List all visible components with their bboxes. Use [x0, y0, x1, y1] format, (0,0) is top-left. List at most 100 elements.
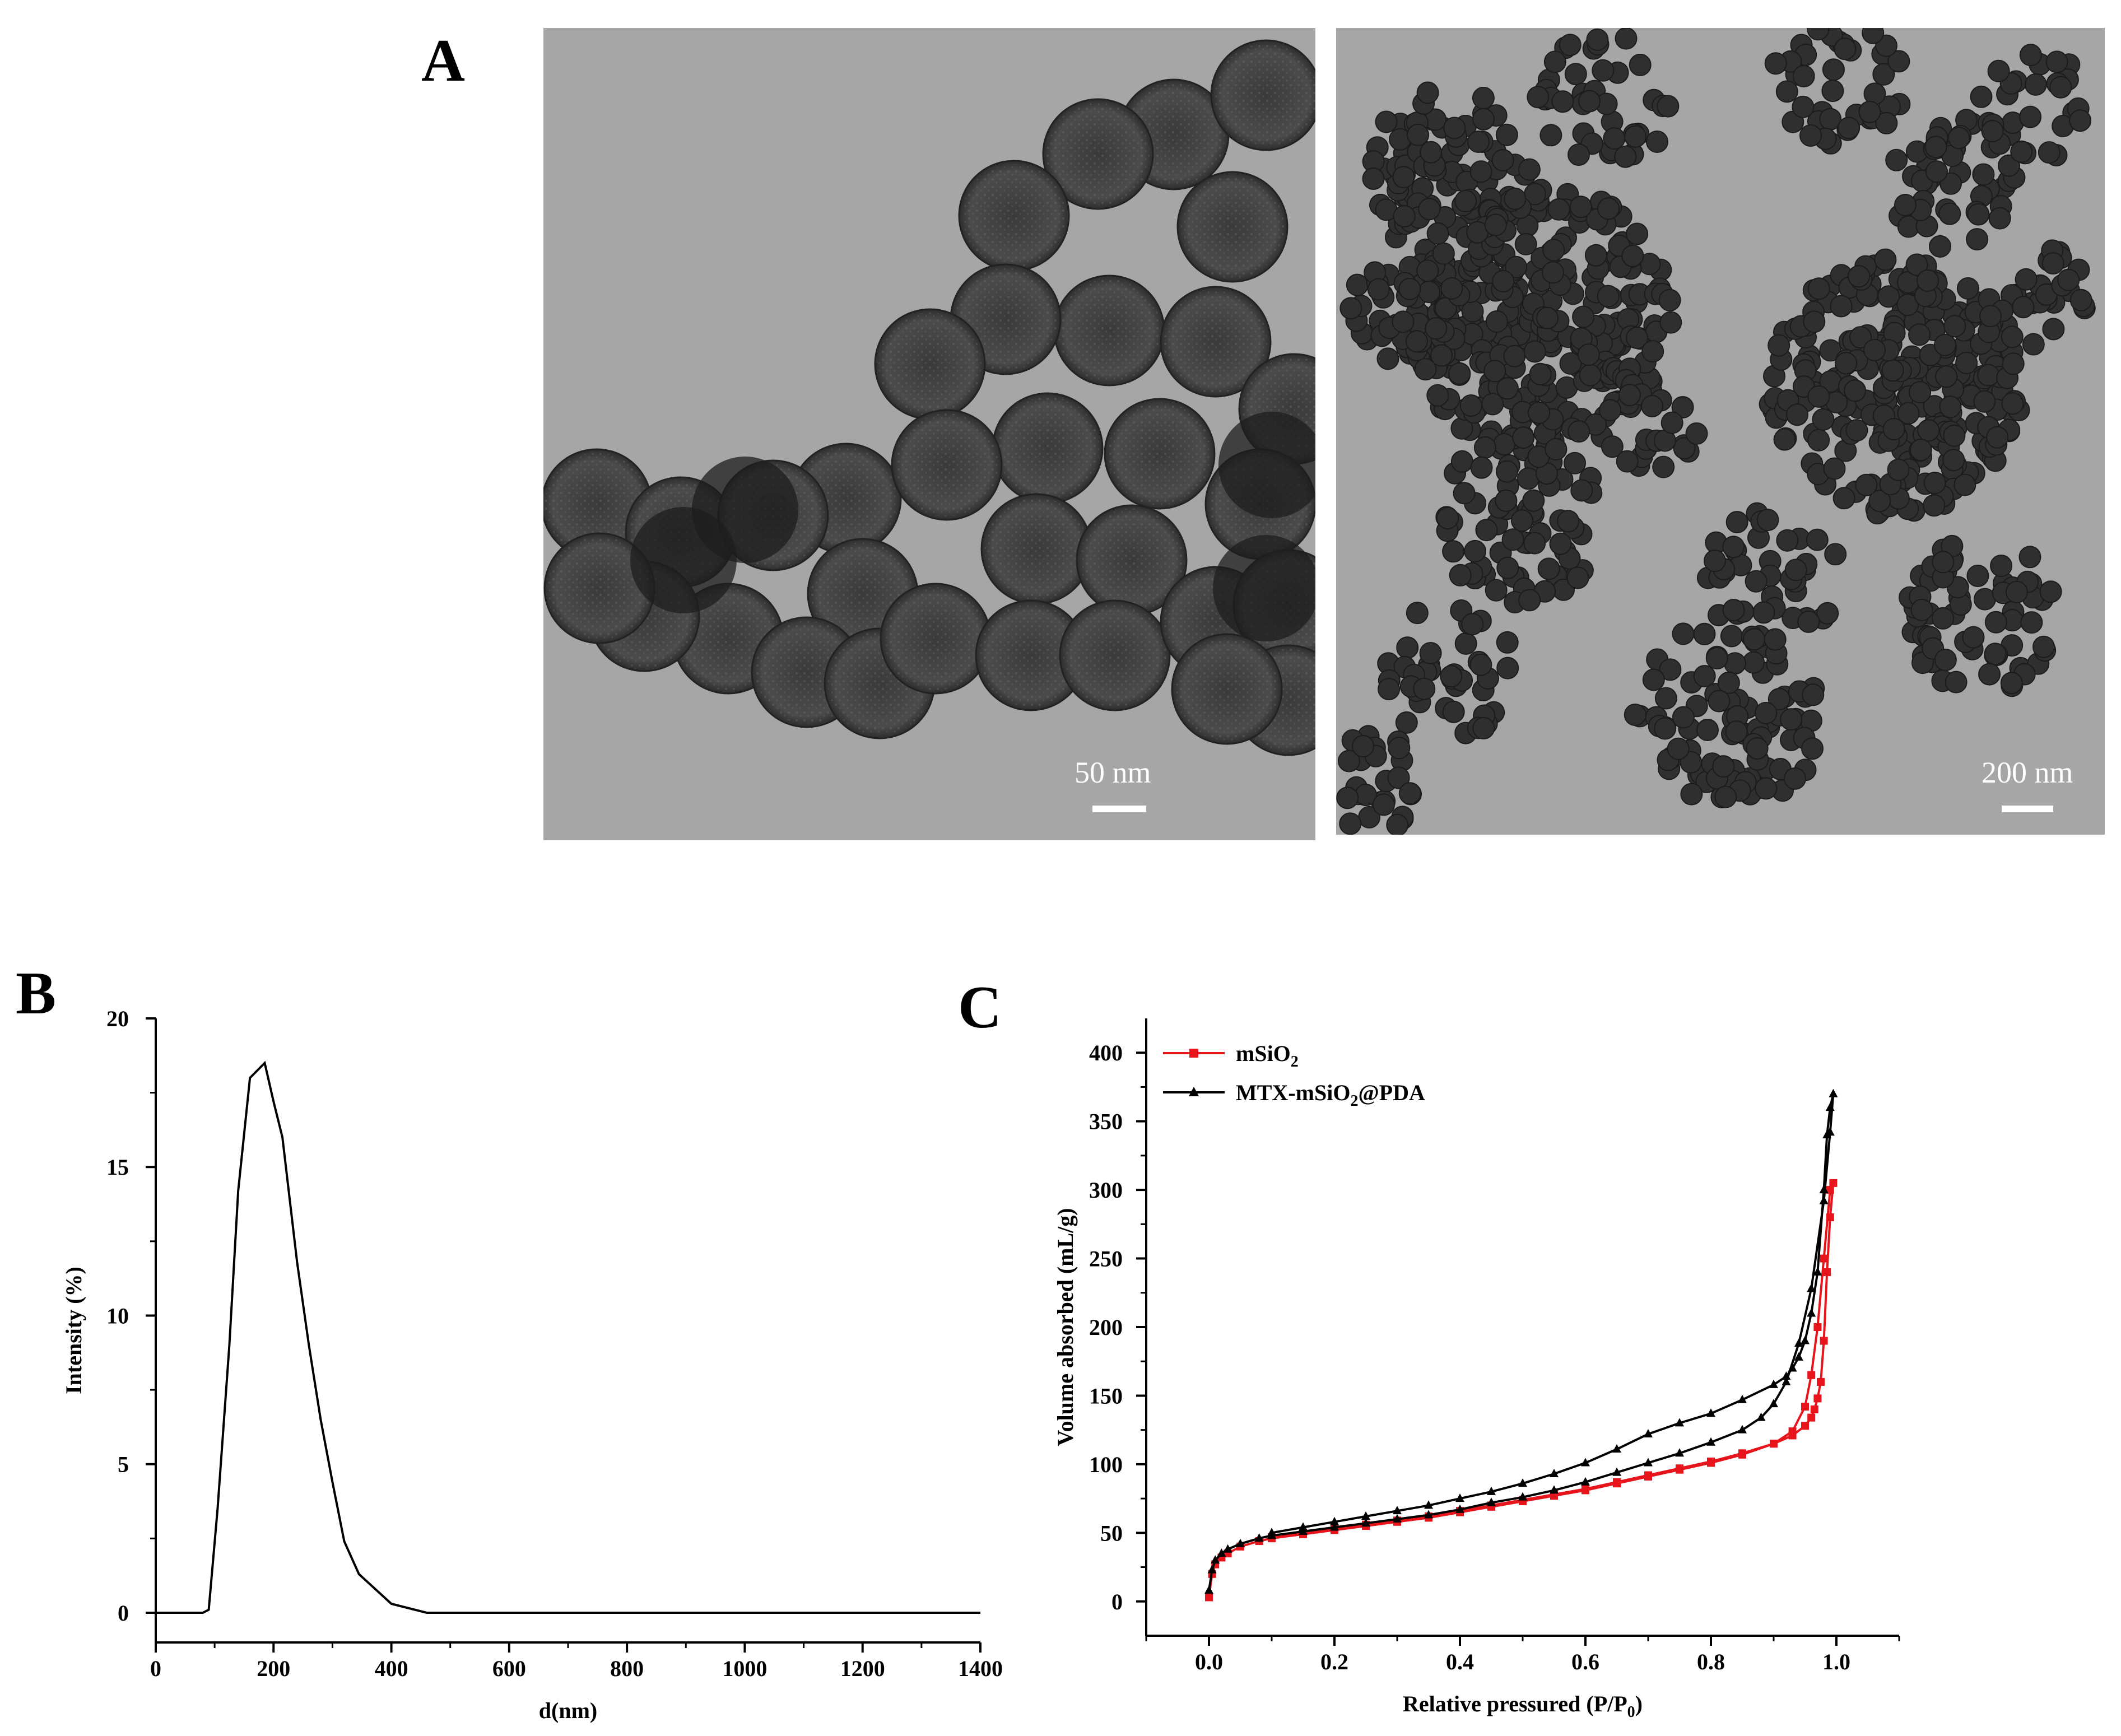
nanoparticle: [1812, 408, 1835, 431]
nanoparticle: [1909, 381, 1932, 404]
nanoparticle: [1714, 785, 1737, 808]
nanoparticle: [1496, 377, 1519, 400]
nanoparticle: [1905, 253, 1928, 276]
nanoparticle: [1522, 489, 1545, 512]
nanoparticle: [1367, 278, 1390, 301]
nanoparticle: [1496, 556, 1519, 579]
nanoparticle: [1712, 755, 1735, 778]
nanoparticle: [1775, 80, 1798, 103]
overlap-particle: [630, 507, 737, 613]
pore-texture: [1063, 604, 1166, 707]
nanoparticle: [1672, 706, 1695, 729]
nanoparticle: [1503, 345, 1526, 367]
nanoparticle: [1505, 255, 1528, 278]
nanoparticle: [1746, 737, 1769, 760]
nanoparticle: [1862, 28, 1885, 44]
nanoparticle: [1722, 599, 1745, 621]
pore-texture: [1046, 103, 1150, 206]
y-tick-label: 300: [1089, 1177, 1123, 1203]
y-tick-label: 15: [106, 1155, 129, 1180]
nanoparticle: [1910, 598, 1933, 621]
nanoparticle: [1529, 362, 1552, 385]
legend: mSiO2 MTX-mSiO2@PDA: [1163, 1041, 1425, 1110]
nanoparticle: [2041, 252, 2064, 275]
data-point: [1644, 1429, 1653, 1438]
y-tick-label: 350: [1089, 1109, 1123, 1134]
x-tick-label: 0.2: [1320, 1649, 1348, 1674]
pore-texture: [548, 537, 651, 640]
pore-texture: [895, 413, 998, 516]
nanoparticle: [1819, 339, 1842, 362]
nanoparticle: [1943, 424, 1966, 447]
data-point: [1782, 1371, 1791, 1380]
pore-texture: [979, 604, 1082, 707]
nanoparticle: [1654, 687, 1677, 710]
data-point: [1393, 1506, 1402, 1515]
nanoparticle: [1887, 458, 1910, 481]
data-point: [1361, 1518, 1370, 1527]
nanoparticle: [1436, 506, 1459, 529]
data-point: [1794, 1352, 1803, 1361]
nanoparticle: [1659, 311, 1682, 334]
nanoparticle: [1792, 65, 1815, 87]
data-point: [1829, 1179, 1838, 1187]
pore-texture: [985, 497, 1088, 601]
nanoparticle: [1932, 607, 1955, 630]
nanoparticle: [1923, 494, 1946, 517]
data-point: [1807, 1283, 1816, 1292]
nanoparticle: [1472, 108, 1495, 131]
nanoparticle: [1917, 269, 1939, 292]
nanoparticle: [2001, 392, 2024, 415]
nanoparticle: [1624, 704, 1646, 726]
nanoparticle: [1881, 359, 1904, 382]
nanoparticle: [1673, 437, 1696, 460]
y-tick-label: 0: [1111, 1589, 1123, 1614]
nanoparticle: [2049, 76, 2072, 99]
nanoparticle: [1767, 688, 1790, 710]
nanoparticle: [1440, 277, 1463, 300]
series-mtx-msio2-pda: [1204, 1088, 1838, 1594]
nanoparticle: [1672, 622, 1695, 645]
nanoparticle: [1454, 189, 1477, 212]
nanoparticle: [1484, 213, 1507, 236]
data-point: [1813, 1267, 1822, 1276]
nanoparticle: [1392, 166, 1415, 189]
nanoparticle: [1657, 95, 1680, 118]
data-point: [1236, 1538, 1245, 1547]
nanoparticle: [1972, 163, 1995, 186]
y-tick-label: 400: [1089, 1040, 1123, 1065]
data-point: [1801, 1335, 1810, 1344]
data-point: [1788, 1431, 1797, 1440]
legend-label: mSiO2: [1236, 1041, 1299, 1071]
pore-texture: [1058, 279, 1161, 382]
nanoparticle: [1945, 671, 1967, 694]
data-point: [1361, 1511, 1370, 1520]
nanoparticle: [1496, 631, 1519, 654]
data-point: [1794, 1338, 1803, 1347]
nanoparticle: [1722, 536, 1745, 559]
overlap-particle: [1218, 412, 1315, 518]
nanoparticle: [1528, 401, 1551, 424]
data-point: [1819, 1185, 1829, 1194]
nanoparticle: [2001, 325, 2024, 348]
nanoparticle: [1425, 317, 1448, 340]
nanoparticle: [1599, 399, 1622, 422]
nanoparticle: [1858, 100, 1881, 123]
nanoparticle: [1923, 472, 1946, 494]
data-point: [1707, 1457, 1715, 1465]
data-point: [1822, 1130, 1832, 1139]
pore-texture: [1175, 637, 1278, 741]
nanoparticle: [1536, 306, 1559, 329]
nanoparticle: [1495, 123, 1518, 146]
data-point: [1204, 1585, 1213, 1594]
nanoparticle: [1615, 28, 1638, 50]
legend-item: mSiO2: [1163, 1041, 1299, 1071]
x-tick-label: 200: [257, 1656, 290, 1681]
nanoparticle: [1807, 277, 1830, 300]
data-point: [1267, 1528, 1276, 1537]
nanoparticle: [1955, 351, 1978, 374]
nanoparticle: [1979, 305, 2002, 328]
nanoparticle: [1764, 628, 1787, 651]
y-tick-label: 200: [1089, 1315, 1123, 1340]
data-point: [1817, 1377, 1825, 1386]
